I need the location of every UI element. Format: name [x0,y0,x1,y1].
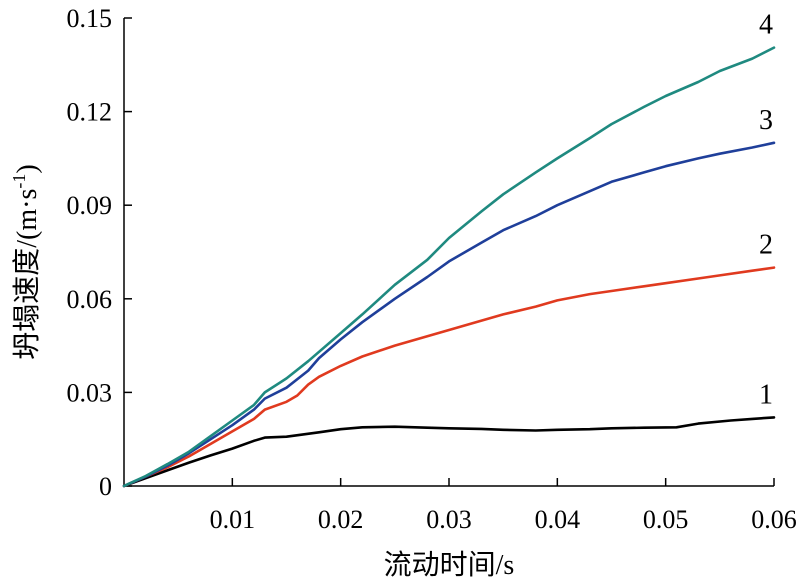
series-line-1 [122,416,776,488]
y-tick-label: 0.15 [67,4,113,33]
y-axis-label-close: ) [12,164,43,173]
series-label-2: 2 [759,230,773,261]
axes [123,18,774,487]
y-axis-label-superscript: -1 [9,174,29,189]
x-tick-label: 0.05 [643,505,689,534]
y-tick-label: 0 [99,472,112,501]
series-line-2 [122,266,776,488]
series-line-3 [122,141,776,488]
x-tick-label: 0.01 [210,505,256,534]
series-label-3: 3 [759,105,773,136]
y-tick-label: 0.12 [67,98,113,127]
y-ticks: 0 0.03 0.06 0.09 0.12 0.15 [67,4,132,501]
x-tick-label: 0.03 [426,505,472,534]
x-ticks: 0.01 0.02 0.03 0.04 0.05 0.06 [210,478,797,534]
y-axis-label: 坍塌速度/(m·s-1) [9,164,43,359]
series-labels: 1 2 3 4 [759,10,773,411]
series-line-4 [122,46,776,488]
series-label-4: 4 [759,10,773,41]
x-tick-label: 0.04 [535,505,581,534]
x-tick-label: 0.06 [751,505,797,534]
series-lines [122,46,776,488]
x-tick-label: 0.02 [318,505,364,534]
x-axis-label: 流动时间/s [384,549,515,581]
y-axis-label-main: 坍塌速度/(m·s [11,189,43,360]
y-tick-label: 0.09 [67,191,113,220]
y-tick-label: 0.03 [67,378,113,407]
y-tick-label: 0.06 [67,285,113,314]
series-label-1: 1 [759,379,773,410]
